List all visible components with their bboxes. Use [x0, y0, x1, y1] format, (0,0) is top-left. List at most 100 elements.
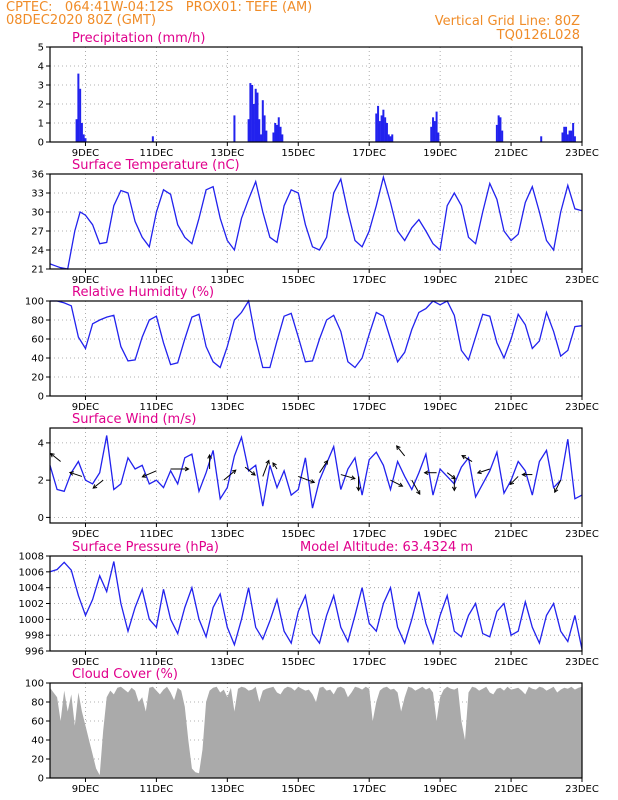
wind-arrowhead-10: [310, 479, 316, 484]
cloud-area: [50, 686, 582, 778]
precip-bar-8: [247, 119, 250, 142]
wind-arrow-2: [92, 479, 104, 489]
cloud-ytick-label-5: 100: [25, 679, 44, 690]
wind-arrowhead-7: [251, 471, 256, 476]
precip-bar-50: [570, 130, 573, 142]
precip-bar-7: [233, 115, 236, 142]
pressure-annotation: Model Altitude: 63.4324 m: [300, 540, 473, 555]
pressure-xtick-label-4: 17DEC: [352, 657, 386, 668]
pressure-ytick-label-6: 1008: [19, 552, 44, 563]
wind-arrowhead-6: [231, 469, 237, 475]
wind-arrow-24: [554, 479, 562, 493]
wind-arrowhead-18: [451, 474, 457, 480]
rh-ytick-label-3: 60: [31, 335, 44, 346]
cloud-ytick-label-0: 0: [38, 774, 44, 785]
rh-ytick-label-0: 0: [38, 392, 44, 403]
cloud-xtick-label-3: 15DEC: [281, 784, 315, 795]
temp-xtick-label-2: 13DEC: [210, 275, 244, 286]
wind-arrow-14: [390, 479, 403, 487]
precip-bar-0: [75, 119, 78, 142]
cloud-xtick-label-5: 19DEC: [423, 784, 457, 795]
precip-frame: [49, 46, 583, 143]
rh-xtick-label-1: 11DEC: [140, 402, 174, 413]
temp-title: Surface Temperature (nC): [72, 158, 240, 173]
precip-ytick-label-3: 3: [38, 81, 44, 92]
header-model-id: TQ0126L028: [496, 28, 580, 43]
wind-xtick-label-7: 23DEC: [565, 529, 599, 540]
precip-xtick-label-6: 21DEC: [494, 148, 528, 159]
temp-frame: [49, 173, 583, 270]
precip-bar-29: [382, 109, 385, 142]
precip-bar-6: [151, 136, 154, 142]
precip-xtick-label-0: 9DEC: [72, 148, 99, 159]
rh-xtick-label-2: 13DEC: [210, 402, 244, 413]
temp-ytick-label-1: 24: [31, 246, 44, 257]
wind-arrowhead-15: [396, 445, 401, 450]
precip-bar-1: [77, 73, 80, 142]
cloud-ytick-label-3: 60: [31, 717, 44, 728]
temp-ytick-label-5: 36: [31, 170, 44, 181]
wind-ytick-label-0: 0: [38, 513, 44, 524]
wind-arrow-12: [340, 474, 355, 480]
precip-bar-51: [572, 123, 575, 142]
precip-bar-3: [80, 123, 83, 142]
precip-ytick-label-1: 1: [38, 119, 44, 130]
precip-bar-37: [433, 121, 436, 142]
wind-arrowhead-21: [476, 469, 482, 475]
precip-bar-28: [380, 115, 383, 142]
precip-bar-15: [260, 134, 263, 142]
precip-bar-16: [261, 100, 264, 142]
precip-bar-23: [279, 126, 282, 142]
precip-bar-49: [568, 130, 571, 142]
wind-frame: [49, 427, 583, 524]
precip-xtick-label-4: 17DEC: [352, 148, 386, 159]
precip-ytick-label-0: 0: [38, 138, 44, 149]
precip-bar-34: [391, 134, 394, 142]
wind-arrow-10: [298, 475, 315, 483]
temp-ytick-label-2: 27: [31, 227, 44, 238]
precip-ytick-label-2: 2: [38, 100, 44, 111]
rh-ytick-label-2: 40: [31, 354, 44, 365]
wind-arrowhead-23: [521, 472, 527, 477]
wind-arrow-20: [461, 455, 473, 462]
precip-ytick-label-5: 5: [38, 43, 44, 54]
precip-bar-52: [573, 136, 576, 142]
precip-bar-39: [437, 132, 440, 142]
temp-xtick-label-3: 15DEC: [281, 275, 315, 286]
precip-bar-40: [495, 124, 498, 142]
pressure-xtick-label-3: 15DEC: [281, 657, 315, 668]
wind-series-line: [49, 435, 583, 509]
wind-xtick-label-6: 21DEC: [494, 529, 528, 540]
precip-title: Precipitation (mm/h): [72, 31, 205, 46]
pressure-series-line: [49, 561, 583, 650]
wind-arrowhead-16: [416, 490, 421, 496]
rh-series-line: [50, 299, 583, 369]
wind-arrowhead-20: [461, 454, 467, 460]
precip-bar-24: [281, 134, 284, 142]
temp-series-line: [49, 174, 583, 270]
wind-arrow-15: [396, 445, 406, 457]
header-line1: CPTEC: 064:41W-04:12S PROX01: TEFE (AM): [6, 0, 313, 15]
wind-arrowhead-19: [451, 486, 457, 492]
pressure-ytick-label-4: 1004: [19, 583, 44, 594]
precip-bar-18: [265, 130, 268, 142]
cloud-title: Cloud Cover (%): [72, 667, 178, 682]
header-grid-line: Vertical Grid Line: 80Z: [434, 14, 580, 29]
pressure-xtick-label-7: 23DEC: [565, 657, 599, 668]
cloud-ytick-label-1: 20: [31, 755, 44, 766]
wind-arrow-3: [142, 470, 157, 478]
wind-arrow-6: [223, 469, 237, 481]
wind-arrowhead-11: [323, 459, 329, 465]
wind-xtick-label-3: 15DEC: [281, 529, 315, 540]
precip-bar-2: [79, 88, 82, 142]
temp-xtick-label-7: 23DEC: [565, 275, 599, 286]
rh-xtick-label-5: 19DEC: [423, 402, 457, 413]
cloud-xtick-label-0: 9DEC: [72, 784, 99, 795]
temp-xtick-label-1: 11DEC: [140, 275, 174, 286]
precip-bar-12: [254, 88, 257, 142]
cloud-frame: [49, 682, 583, 779]
temp-ytick-label-3: 30: [31, 208, 44, 219]
precip-bar-35: [430, 126, 433, 142]
rh-ytick-label-1: 20: [31, 373, 44, 384]
